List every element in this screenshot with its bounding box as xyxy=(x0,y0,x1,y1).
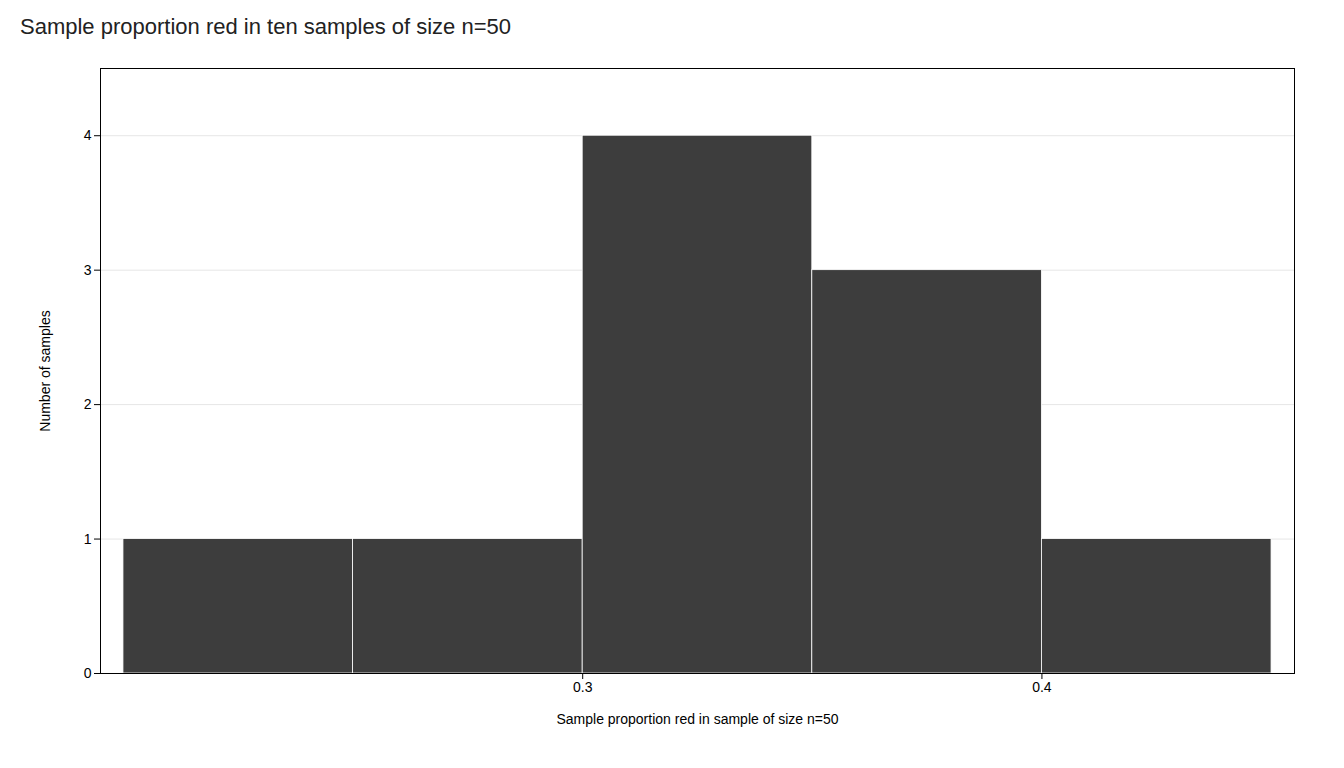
svg-text:2: 2 xyxy=(84,396,92,412)
svg-text:0.3: 0.3 xyxy=(573,679,593,695)
svg-text:0: 0 xyxy=(84,665,92,681)
svg-text:1: 1 xyxy=(84,531,92,547)
svg-text:4: 4 xyxy=(84,127,92,143)
html-text:Sample proportion red in ten s: Sample proportion red in ten samples of … xyxy=(20,14,511,39)
svg-text:0.4: 0.4 xyxy=(1032,679,1052,695)
svg-text:Sample proportion red in sampl: Sample proportion red in sample of size … xyxy=(556,711,838,727)
svg-text:3: 3 xyxy=(84,262,92,278)
svg-text:Number of samples: Number of samples xyxy=(37,310,53,431)
